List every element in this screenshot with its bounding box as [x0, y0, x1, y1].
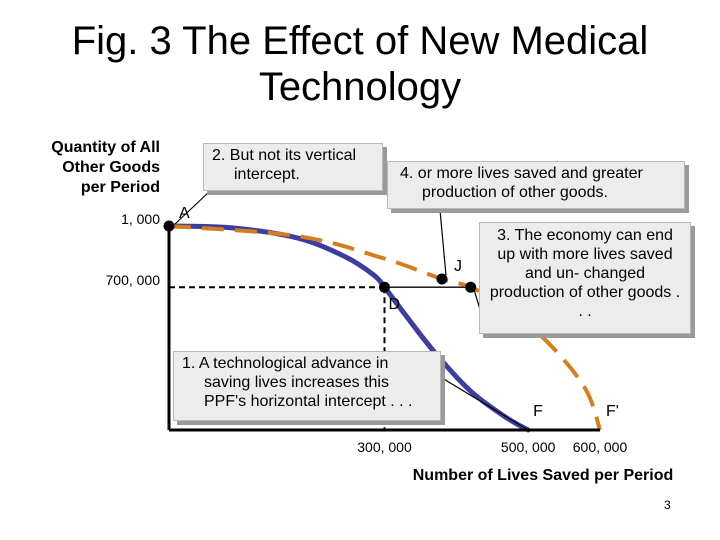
point-marker	[436, 273, 448, 285]
y-axis-label: Quantity of All Other Goods per Period	[18, 138, 160, 198]
callout-3: 3. The economy can end up with more live…	[479, 222, 691, 334]
point-marker	[163, 220, 175, 232]
callout-number: 2.	[212, 147, 226, 164]
callout-4: 4. or more lives saved and greater produ…	[387, 161, 685, 209]
point-label: F	[533, 403, 543, 420]
y-tick-label: 700, 000	[106, 272, 161, 288]
y-tick-label: 1, 000	[121, 211, 160, 227]
slide-number: 3	[664, 498, 671, 512]
x-axis-label: Number of Lives Saved per Period	[413, 467, 674, 484]
point-label: F'	[606, 403, 619, 420]
title-line-1: Fig. 3 The Effect of New Medical	[71, 19, 649, 63]
callout-connector	[174, 190, 211, 225]
callout-connector	[441, 377, 529, 431]
title-line-2: Technology	[258, 65, 462, 109]
callout-1: 1. A technological advance in saving liv…	[173, 351, 441, 421]
callout-text: A technological advance in saving lives …	[198, 355, 413, 410]
point-marker	[465, 281, 477, 293]
tick-labels: 300, 000 500, 000 600, 000 1, 000 700, 000	[106, 211, 628, 455]
y-axis-label-line: Other Goods	[62, 159, 160, 176]
slide-title: Fig. 3 The Effect of New Medical Technol…	[0, 18, 720, 110]
y-axis-label-line: per Period	[80, 179, 160, 196]
x-tick-label: 600, 000	[573, 439, 628, 455]
x-tick-label: 300, 000	[357, 439, 412, 455]
callout-number: 4.	[400, 165, 414, 182]
point-label: A	[179, 205, 190, 222]
callout-text: or more lives saved and greater producti…	[417, 165, 643, 201]
callout-number: 1.	[182, 355, 196, 372]
callout-connector	[439, 209, 447, 276]
callout-text: The economy can end up with more lives s…	[489, 227, 681, 320]
y-axis-label-line: Quantity of All	[51, 139, 160, 156]
callout-text: But not its vertical intercept.	[229, 147, 357, 183]
callout-2: 2. But not its vertical intercept.	[203, 143, 383, 191]
callout-number: 3.	[497, 227, 511, 244]
new-ppf-curve	[168, 224, 602, 431]
x-tick-label: 500, 000	[501, 439, 556, 455]
point-label: J	[454, 258, 462, 275]
point-label: D	[389, 296, 401, 313]
point-marker	[379, 281, 390, 293]
